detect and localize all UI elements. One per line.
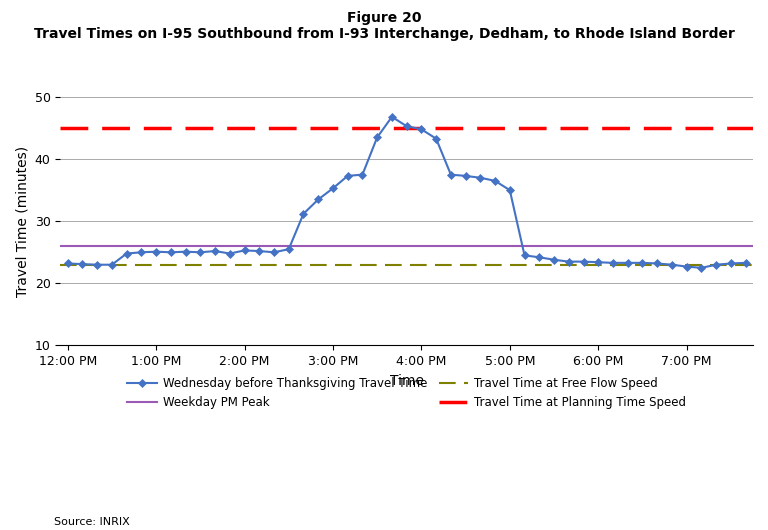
Wednesday before Thanksgiving Travel Time <box>505 187 515 193</box>
Wednesday before Thanksgiving Travel Time <box>151 249 161 255</box>
Wednesday before Thanksgiving Travel Time <box>653 260 662 267</box>
Travel Time at Free Flow Speed <box>78 261 87 268</box>
Y-axis label: Travel Time (minutes): Travel Time (minutes) <box>15 146 29 297</box>
Wednesday before Thanksgiving Travel Time <box>608 260 617 266</box>
Travel Time at Free Flow Speed <box>63 261 72 268</box>
Legend: Wednesday before Thanksgiving Travel Time, Weekday PM Peak, Travel Time at Free : Wednesday before Thanksgiving Travel Tim… <box>122 373 691 414</box>
Wednesday before Thanksgiving Travel Time <box>491 178 500 184</box>
Wednesday before Thanksgiving Travel Time <box>270 249 279 255</box>
X-axis label: Time: Time <box>389 374 424 388</box>
Wednesday before Thanksgiving Travel Time <box>446 172 455 178</box>
Wednesday before Thanksgiving Travel Time <box>225 250 234 257</box>
Wednesday before Thanksgiving Travel Time <box>667 261 677 268</box>
Wednesday before Thanksgiving Travel Time <box>579 259 588 265</box>
Wednesday before Thanksgiving Travel Time <box>108 261 117 268</box>
Wednesday before Thanksgiving Travel Time <box>461 173 470 179</box>
Wednesday before Thanksgiving Travel Time <box>196 249 205 255</box>
Text: Figure 20
Travel Times on I-95 Southbound from I-93 Interchange, Dedham, to Rhod: Figure 20 Travel Times on I-95 Southboun… <box>34 11 734 41</box>
Wednesday before Thanksgiving Travel Time <box>63 260 72 267</box>
Wednesday before Thanksgiving Travel Time <box>343 173 353 179</box>
Wednesday before Thanksgiving Travel Time <box>520 252 529 259</box>
Wednesday before Thanksgiving Travel Time <box>122 250 131 257</box>
Wednesday before Thanksgiving Travel Time <box>166 249 175 255</box>
Wednesday before Thanksgiving Travel Time <box>329 185 338 191</box>
Wednesday before Thanksgiving Travel Time <box>549 257 558 263</box>
Wednesday before Thanksgiving Travel Time <box>564 259 574 265</box>
Wednesday before Thanksgiving Travel Time <box>432 136 441 142</box>
Wednesday before Thanksgiving Travel Time <box>387 114 396 120</box>
Wednesday before Thanksgiving Travel Time <box>535 254 544 260</box>
Travel Time at Planning Time Speed <box>78 125 87 131</box>
Wednesday before Thanksgiving Travel Time <box>240 248 249 254</box>
Wednesday before Thanksgiving Travel Time <box>711 261 720 268</box>
Wednesday before Thanksgiving Travel Time <box>210 248 220 254</box>
Wednesday before Thanksgiving Travel Time <box>402 123 411 129</box>
Travel Time at Planning Time Speed <box>63 125 72 131</box>
Wednesday before Thanksgiving Travel Time <box>417 126 426 132</box>
Wednesday before Thanksgiving Travel Time <box>78 261 87 267</box>
Wednesday before Thanksgiving Travel Time <box>682 263 691 270</box>
Wednesday before Thanksgiving Travel Time <box>727 260 736 267</box>
Wednesday before Thanksgiving Travel Time <box>697 264 706 271</box>
Wednesday before Thanksgiving Travel Time <box>623 260 632 266</box>
Wednesday before Thanksgiving Travel Time <box>313 196 323 202</box>
Wednesday before Thanksgiving Travel Time <box>594 259 603 266</box>
Text: Source: INRIX: Source: INRIX <box>54 517 130 527</box>
Wednesday before Thanksgiving Travel Time <box>137 249 146 255</box>
Wednesday before Thanksgiving Travel Time <box>255 248 264 254</box>
Wednesday before Thanksgiving Travel Time <box>299 210 308 217</box>
Line: Wednesday before Thanksgiving Travel Time: Wednesday before Thanksgiving Travel Tim… <box>65 114 748 271</box>
Weekday PM Peak <box>63 243 72 249</box>
Wednesday before Thanksgiving Travel Time <box>181 249 190 255</box>
Wednesday before Thanksgiving Travel Time <box>638 260 647 266</box>
Wednesday before Thanksgiving Travel Time <box>475 174 485 181</box>
Wednesday before Thanksgiving Travel Time <box>358 172 367 178</box>
Wednesday before Thanksgiving Travel Time <box>741 260 750 266</box>
Wednesday before Thanksgiving Travel Time <box>372 134 382 140</box>
Wednesday before Thanksgiving Travel Time <box>92 261 101 268</box>
Weekday PM Peak <box>78 243 87 249</box>
Wednesday before Thanksgiving Travel Time <box>284 246 293 252</box>
